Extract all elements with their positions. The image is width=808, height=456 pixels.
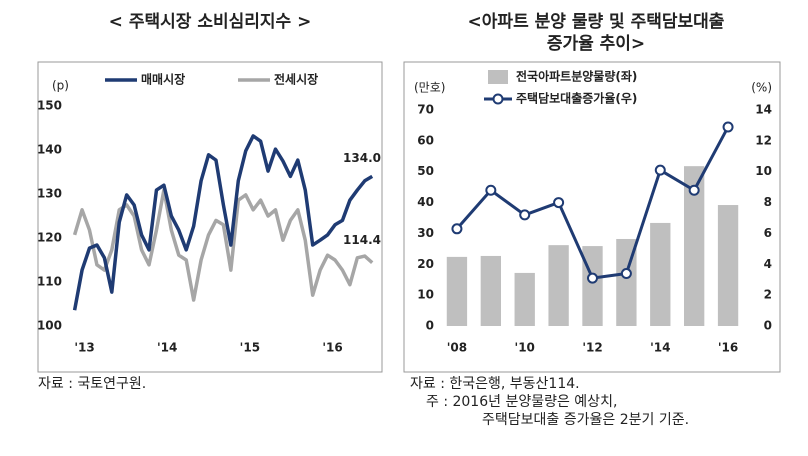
left-frame <box>37 61 383 373</box>
bar <box>582 246 603 326</box>
marker <box>722 121 734 133</box>
bar <box>514 272 535 326</box>
x-tick-label: '16 <box>322 341 342 355</box>
marker <box>553 197 565 209</box>
marker <box>485 184 497 196</box>
y-tick-label: 0 <box>426 319 434 333</box>
source: 자료 : 국토연구원. <box>38 376 146 392</box>
x-tick-label: '10 <box>515 341 535 355</box>
y-tick-label: 20 <box>417 257 434 271</box>
y-axis-label: (만호) <box>414 81 445 95</box>
x-tick-label: '12 <box>582 341 602 355</box>
bar <box>548 245 569 326</box>
y2-tick-label: 0 <box>764 319 772 333</box>
chart-title: <아파트 분양 물량 및 주택담보대출 <box>468 12 725 32</box>
y2-tick-label: 2 <box>764 288 772 302</box>
legend-swatch <box>488 70 508 84</box>
source: 주 : 2016년 분양물량은 예상치, <box>426 394 617 410</box>
bar <box>684 166 705 326</box>
bar <box>717 205 739 326</box>
x-tick-label: '13 <box>74 341 94 355</box>
legend-swatch <box>492 93 504 105</box>
y2-axis-label: (%) <box>751 81 772 95</box>
y2-tick-label: 10 <box>755 164 772 178</box>
y-tick-label: 130 <box>37 187 62 201</box>
bar <box>480 255 501 326</box>
end-label: 114.4 <box>343 233 381 247</box>
y-tick-label: 100 <box>37 319 62 333</box>
end-label: 134.0 <box>343 151 381 165</box>
y-tick-label: 150 <box>37 99 62 113</box>
legend-label: 전국아파트분양물량(좌) <box>516 69 637 84</box>
source: 자료 : 한국은행, 부동산114. <box>410 376 580 392</box>
y-tick-label: 60 <box>417 133 434 147</box>
legend-label: 전세시장 <box>274 72 318 87</box>
legend-label: 매매시장 <box>141 72 185 87</box>
line <box>72 134 374 311</box>
marker <box>688 184 700 196</box>
right-frame <box>403 61 781 373</box>
y-tick-label: 50 <box>417 164 434 178</box>
y-axis-label: (p) <box>52 79 69 93</box>
x-tick-label: '16 <box>718 341 738 355</box>
chart-title: 증가율 추이> <box>547 34 645 54</box>
y-tick-label: 40 <box>417 195 434 209</box>
marker <box>620 268 632 280</box>
y2-tick-label: 12 <box>755 133 772 147</box>
y-tick-label: 70 <box>417 103 434 117</box>
y2-tick-label: 6 <box>764 226 772 240</box>
y-tick-label: 30 <box>417 226 434 240</box>
marker <box>587 272 598 284</box>
x-tick-label: '08 <box>447 341 467 355</box>
marker <box>654 164 666 176</box>
x-tick-label: '14 <box>157 341 177 355</box>
y-tick-label: 120 <box>37 231 62 245</box>
y-tick-label: 140 <box>37 143 62 157</box>
marker <box>519 209 531 221</box>
source: 주택담보대출 증가율은 2분기 기준. <box>482 412 689 428</box>
y-tick-label: 10 <box>417 288 434 302</box>
y2-tick-label: 14 <box>755 103 772 117</box>
chart-title: < 주택시장 소비심리지수 > <box>109 12 312 32</box>
x-tick-label: '14 <box>650 341 670 355</box>
y2-tick-label: 4 <box>764 257 772 271</box>
x-tick-label: '15 <box>240 341 260 355</box>
legend-label: 주택담보대출증가율(우) <box>516 91 637 106</box>
y-tick-label: 110 <box>37 275 62 289</box>
bar <box>446 256 468 326</box>
marker <box>451 223 463 235</box>
bar <box>650 222 671 326</box>
y2-tick-label: 8 <box>764 195 772 209</box>
